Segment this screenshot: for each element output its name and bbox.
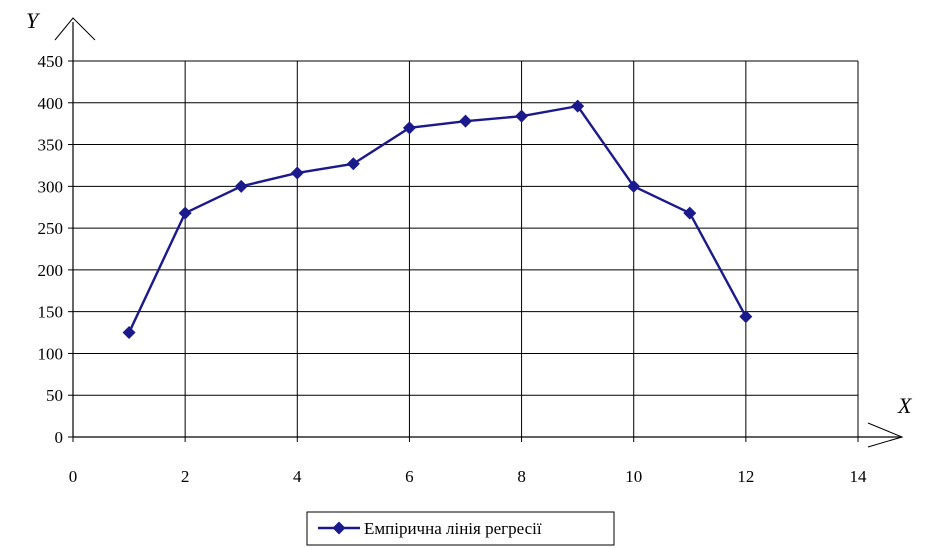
legend-label: Емпірична лінія регресії xyxy=(364,519,542,538)
data-point xyxy=(683,206,697,220)
data-point xyxy=(290,166,304,180)
x-tick-label: 12 xyxy=(737,467,754,486)
y-tick-label: 250 xyxy=(38,219,64,238)
y-axis-title: Y xyxy=(26,8,41,33)
x-tick-label: 8 xyxy=(517,467,526,486)
y-tick-label: 400 xyxy=(38,94,64,113)
x-tick-label: 10 xyxy=(625,467,642,486)
y-tick-label: 150 xyxy=(38,303,64,322)
data-point xyxy=(122,326,136,340)
axes xyxy=(54,17,904,448)
x-tick-label: 0 xyxy=(69,467,78,486)
x-axis-title: X xyxy=(897,393,913,418)
y-tick-label: 200 xyxy=(38,261,64,280)
x-tick-label: 14 xyxy=(850,467,868,486)
y-tick-label: 350 xyxy=(38,136,64,155)
series-line xyxy=(127,104,747,334)
x-tick-label: 4 xyxy=(293,467,302,486)
data-point xyxy=(346,157,360,171)
legend-box xyxy=(306,511,615,546)
x-axis-arrow-icon xyxy=(867,422,904,448)
data-point xyxy=(459,114,472,128)
data-point xyxy=(402,121,416,135)
series-layer xyxy=(122,99,753,340)
data-point xyxy=(627,179,641,193)
y-tick-label: 50 xyxy=(46,386,63,405)
legend: Емпірична лінія регресії xyxy=(306,511,615,546)
y-tick-label: 100 xyxy=(38,344,64,363)
data-point xyxy=(571,99,585,113)
data-point xyxy=(515,109,529,123)
data-point xyxy=(234,179,248,193)
y-axis-arrow-icon xyxy=(54,17,96,41)
x-tick-label: 2 xyxy=(181,467,190,486)
legend-diamond-marker-icon xyxy=(332,521,346,535)
y-tick-label: 0 xyxy=(55,428,64,447)
y-tick-label: 300 xyxy=(38,177,64,196)
y-tick-label: 450 xyxy=(38,52,64,71)
data-point xyxy=(739,310,753,324)
x-tick-label: 6 xyxy=(405,467,414,486)
ticks: 0 50 100 150 200 250 300 350 400 450 0 2 4 6 8 10 12 14 xyxy=(38,52,868,486)
data-point xyxy=(178,206,192,220)
